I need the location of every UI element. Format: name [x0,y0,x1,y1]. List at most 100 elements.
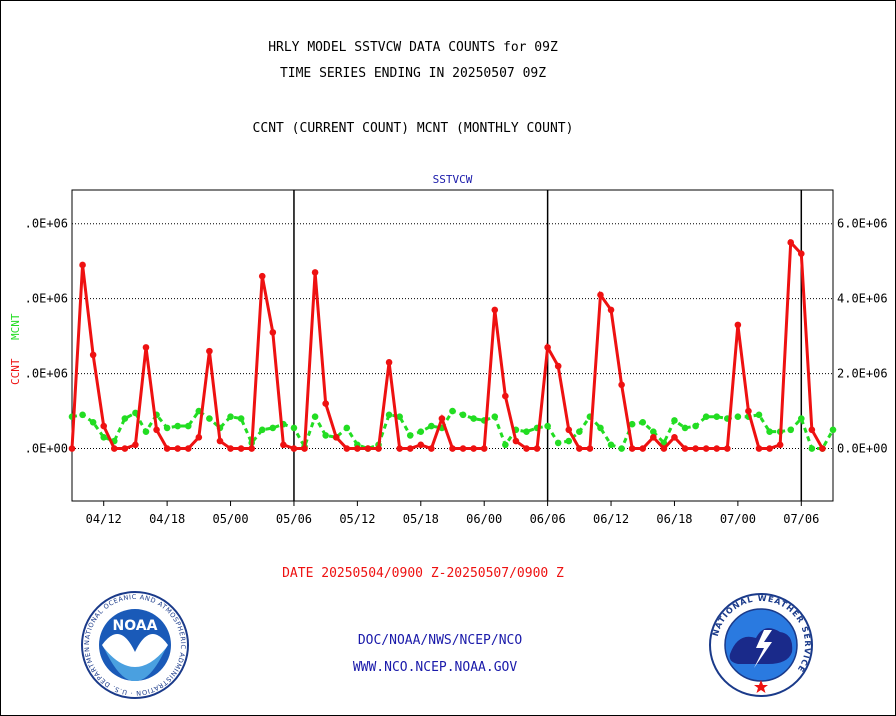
ccnt-point [776,441,784,449]
x-tick-label: 04/12 [86,512,122,526]
ccnt-point [565,426,573,434]
ccnt-point [787,239,795,246]
ccnt-point [163,445,171,452]
mcnt-point [734,413,742,420]
mcnt-point [755,411,763,419]
time-series-chart: .0E+00 0.0E+00 .0E+06 2.0E+06 .0E+06 4.0E+06.… [9,173,888,526]
ccnt-point [195,434,203,441]
chart-title-line-2: TIME SERIES ENDING IN 20250507 09Z [279,66,547,81]
mcnt-point [544,422,551,430]
mcnt-point [343,424,351,432]
ccnt-point [470,445,477,452]
left-tick-label: .0E+06 [25,292,68,306]
right-tick-label: 4.0E+06 [837,292,888,306]
ccnt-point [745,407,752,415]
ccnt-point [79,261,86,269]
ccnt-point [354,445,361,452]
ccnt-point [480,445,488,452]
mcnt-point [628,420,636,428]
ccnt-point [184,445,192,452]
ccnt-point [248,445,255,452]
right-tick-label: 0.0E+00 [837,442,888,456]
ccnt-point [301,445,308,452]
x-tick-label: 05/00 [212,512,248,526]
nws-logo: NATIONAL WEATHER SERVICE [709,593,813,697]
ccnt-point [258,272,266,280]
ccnt-point [375,445,382,452]
date-range-label: DATE 20250504/0900 Z-20250507/0900 Z [282,566,564,581]
ccnt-point [385,359,393,366]
ccnt-point [322,400,329,407]
ccnt-point [512,437,520,445]
ccnt-point [68,445,76,452]
mcnt-point [311,413,319,420]
mcnt-point [523,428,530,435]
ccnt-point [586,445,594,452]
mcnt-point [554,439,562,447]
ccnt-point [671,434,678,441]
website-link[interactable]: WWW.NCO.NCEP.NOAA.GOV [352,660,518,675]
mcnt-point [671,417,678,424]
ccnt-point [89,351,97,359]
ccnt-point [417,441,425,449]
ccnt-point [459,445,467,452]
ccnt-point [100,422,108,430]
mcnt-point [565,437,573,445]
mcnt-point [597,424,604,432]
ccnt-point [660,445,668,452]
ccnt-point [153,426,160,434]
ccnt-point [206,347,213,355]
ccnt-point [618,381,625,389]
mcnt-point [808,445,816,452]
ccnt-point [734,321,742,329]
x-tick-label: 05/18 [403,512,439,526]
mcnt-point [79,411,86,419]
y-axis-label-ccnt: CCNT [9,358,22,385]
ccnt-point [554,362,562,370]
left-tick-label: .0E+06 [25,217,68,231]
mcnt-point [142,428,150,435]
mcnt-point [269,424,277,432]
ccnt-point [502,392,509,400]
mcnt-point [89,419,97,426]
ccnt-point [290,445,298,452]
mcnt-point [417,428,425,435]
mcnt-point [470,415,477,422]
ccnt-point [406,445,414,452]
mcnt-point [206,415,213,422]
x-tick-label: 06/12 [593,512,629,526]
left-tick-label: .0E+06 [25,367,68,381]
x-tick-label: 04/18 [149,512,185,526]
mcnt-point [385,411,393,419]
chart-title-line-3: CCNT (CURRENT COUNT) MCNT (MONTHLY COUNT… [252,121,574,136]
ccnt-point [576,445,583,452]
ccnt-point [766,445,773,452]
mcnt-point [449,407,456,415]
ccnt-point [121,445,129,452]
ccnt-point [174,445,181,452]
ccnt-point [311,269,319,276]
right-tick-label: 6.0E+06 [837,217,888,231]
ccnt-point [544,344,551,351]
ccnt-point [808,426,816,434]
ccnt-point [650,434,657,441]
ccnt-point [681,445,689,452]
svg-text:NOAA: NOAA [113,618,158,634]
x-tick-label: 05/06 [276,512,312,526]
ccnt-point [438,415,446,422]
ccnt-point [142,344,150,351]
ccnt-point [332,434,340,441]
ccnt-point [227,445,234,452]
plot-area-border [71,189,834,502]
mcnt-point [692,422,699,430]
mcnt-point [428,422,435,430]
ccnt-point [110,445,118,452]
mcnt-point [121,415,129,422]
ccnt-point [597,291,604,299]
mcnt-point [576,428,583,435]
mcnt-point [258,426,266,434]
mcnt-point [100,434,108,441]
x-tick-label: 07/06 [783,512,819,526]
ccnt-point [533,445,541,452]
mcnt-point [396,413,403,420]
